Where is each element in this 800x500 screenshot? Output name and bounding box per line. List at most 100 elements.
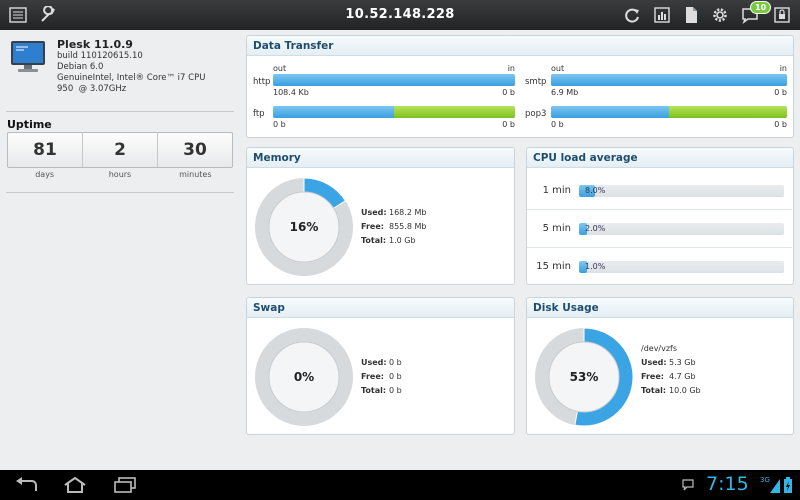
- cpu-fill: [579, 185, 596, 197]
- notification-status-icon: [682, 479, 694, 494]
- out-segment: [551, 74, 787, 86]
- in-label: in: [779, 64, 787, 73]
- gear-icon[interactable]: [710, 5, 730, 25]
- hours-label: hours: [108, 170, 132, 179]
- in-segment: [669, 106, 787, 118]
- uptime-days: 81: [8, 133, 83, 167]
- cpu-fill: [579, 261, 588, 273]
- divider: [6, 111, 234, 112]
- out-segment: [551, 106, 669, 118]
- lock-icon[interactable]: [772, 5, 792, 25]
- disk-mount: /dev/vzfs: [641, 344, 678, 353]
- used-label: Used:: [361, 358, 387, 367]
- days-label: days: [35, 170, 55, 179]
- transfer-row-pop3: pop3 0 b 0 b: [525, 96, 787, 129]
- clock: 7:15: [706, 473, 749, 495]
- refresh-icon[interactable]: [622, 5, 642, 25]
- donut-center: [268, 191, 340, 263]
- in-value: 0 b: [774, 88, 787, 97]
- free-value: 4.7 Gb: [669, 372, 696, 381]
- cpu-card: CPU load average 1 min 8.0% 5 min 2.0% 1…: [526, 147, 794, 285]
- cpu-info: GenuineIntel, Intel® Core™ i7 CPU 950 @ …: [57, 73, 222, 94]
- total-label: Total:: [361, 236, 387, 245]
- build-number: build 110120615.10: [57, 51, 143, 61]
- out-segment: [273, 74, 515, 86]
- used-label: Used:: [641, 358, 667, 367]
- transfer-row-http: http out in 108.4 Kb 0 b: [253, 64, 515, 97]
- transfer-bar: [551, 74, 787, 86]
- minutes-label: minutes: [179, 170, 212, 179]
- product-name: Plesk 11.0.9: [57, 38, 133, 51]
- cpu-value: 1.0%: [585, 262, 606, 271]
- page-title: 10.52.148.228: [345, 7, 455, 22]
- free-label: Free:: [361, 222, 384, 231]
- used-value: 0 b: [389, 358, 402, 367]
- os-name: Debian 6.0: [57, 62, 104, 72]
- total-label: Total:: [361, 386, 387, 395]
- free-value: 0 b: [389, 372, 402, 381]
- memory-card: Memory 16% Used: 168.2 Mb Free: 855.8 Mb T…: [246, 147, 515, 285]
- used-value: 168.2 Mb: [389, 208, 427, 217]
- data-transfer-title: Data Transfer: [247, 36, 793, 56]
- recent-apps-icon[interactable]: [112, 476, 138, 497]
- signal-icon: [770, 479, 780, 496]
- in-value: 0 b: [502, 120, 515, 129]
- data-transfer-card: Data Transfer http out in 108.4 Kb 0 b s…: [246, 35, 794, 138]
- disk-percent: 53%: [569, 370, 599, 384]
- uptime-counter: 81 2 30: [7, 132, 233, 168]
- swap-donut: [255, 328, 353, 426]
- memory-donut: [255, 177, 353, 276]
- free-label: Free:: [641, 372, 664, 381]
- home-icon[interactable]: [62, 476, 88, 497]
- uptime-title: Uptime: [7, 118, 52, 131]
- report-icon[interactable]: [652, 5, 672, 25]
- in-label: in: [507, 64, 515, 73]
- total-value: 1.0 Gb: [389, 236, 416, 245]
- total-label: Total:: [641, 386, 667, 395]
- document-icon[interactable]: [681, 5, 701, 25]
- wrench-icon[interactable]: [38, 5, 58, 25]
- donut-center: [268, 341, 340, 413]
- transfer-bar: [551, 106, 787, 118]
- cpu-value: 8.0%: [585, 186, 606, 195]
- out-value: 0 b: [273, 120, 286, 129]
- cpu-bar: 8.0%: [579, 185, 784, 197]
- disk-title: Disk Usage: [527, 298, 793, 318]
- cpu-fill: [579, 223, 588, 235]
- uptime-hours: 2: [83, 133, 158, 167]
- left-panel: Plesk 11.0.9 build 110120615.10 Debian 6…: [0, 30, 240, 470]
- out-value: 108.4 Kb: [273, 88, 309, 97]
- cpu-value: 2.0%: [585, 224, 606, 233]
- cpu-row-1min: 1 min 8.0%: [527, 172, 792, 210]
- cpu-row-5min: 5 min 2.0%: [527, 210, 792, 248]
- disk-donut: [535, 327, 634, 427]
- service-name: http: [253, 77, 271, 87]
- service-name: pop3: [525, 109, 547, 119]
- network-type: 3G: [760, 476, 770, 484]
- cpu-bar: 2.0%: [579, 223, 784, 235]
- total-value: 0 b: [389, 386, 402, 395]
- back-icon[interactable]: [14, 476, 40, 497]
- transfer-row-ftp: ftp 0 b 0 b: [253, 96, 515, 129]
- cpu-bar: 1.0%: [579, 261, 784, 273]
- out-value: 6.9 Mb: [551, 88, 579, 97]
- system-nav-bar: 7:15 3G: [0, 470, 800, 500]
- top-bar: 10.52.148.228 10: [0, 0, 800, 30]
- out-value: 0 b: [551, 120, 564, 129]
- cpu-period-label: 5 min: [542, 223, 571, 234]
- used-label: Used:: [361, 208, 387, 217]
- in-value: 0 b: [774, 120, 787, 129]
- cpu-title: CPU load average: [527, 148, 793, 168]
- transfer-row-smtp: smtp out in 6.9 Mb 0 b: [525, 64, 787, 97]
- service-name: ftp: [253, 109, 265, 119]
- service-name: smtp: [525, 77, 547, 87]
- free-value: 855.8 Mb: [389, 222, 427, 231]
- disk-card: Disk Usage 53% /dev/vzfs Used: 5.3 Gb Fre…: [526, 297, 794, 435]
- memory-percent: 16%: [289, 220, 319, 234]
- swap-percent: 0%: [293, 370, 315, 384]
- uptime-minutes: 30: [183, 140, 207, 160]
- list-icon[interactable]: [8, 5, 28, 25]
- divider: [6, 192, 234, 193]
- total-value: 10.0 Gb: [669, 386, 701, 395]
- in-value: 0 b: [502, 88, 515, 97]
